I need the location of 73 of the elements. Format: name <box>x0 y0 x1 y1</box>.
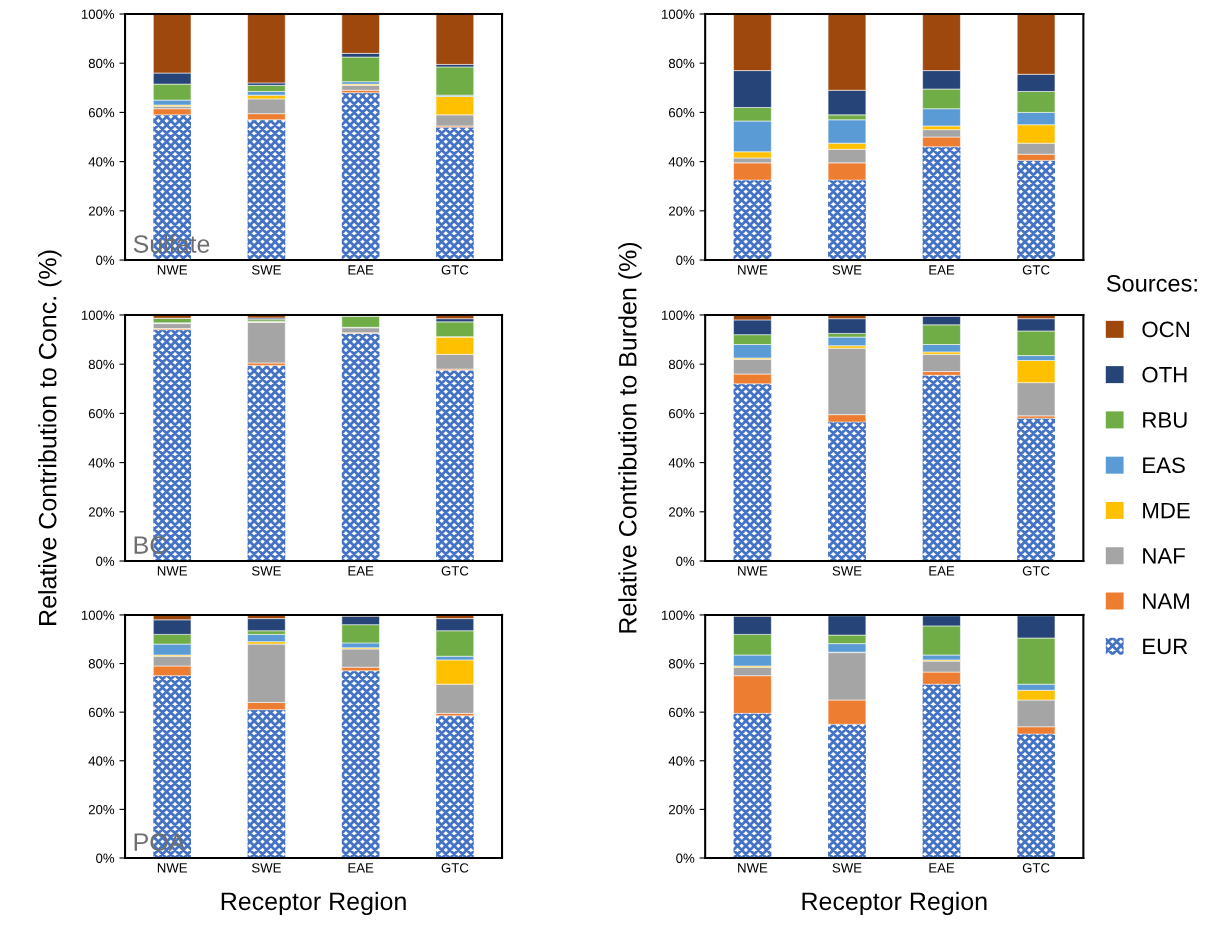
y-tick-label: 0% <box>96 255 115 265</box>
x-tick-label: EAE <box>929 863 955 873</box>
y-tick-label: 0% <box>676 255 695 265</box>
x-tick-label: EAE <box>929 265 955 275</box>
x-tick-label: GTC <box>1022 265 1050 275</box>
y-tick-label: 80% <box>88 659 115 669</box>
legend-label: EAS <box>1143 457 1185 474</box>
x-tick-label: SWE <box>832 863 862 873</box>
y-tick-label: 20% <box>669 507 695 517</box>
y-tick-label: 60% <box>669 107 695 118</box>
x-tick-label: NWE <box>738 566 768 576</box>
x-tick-label: NWE <box>157 863 187 873</box>
x-axis-title: Receptor Region <box>221 891 406 916</box>
x-tick-label: NWE <box>157 566 187 576</box>
y-axis-title: Relative Contribution to Conc. (%) <box>38 250 62 625</box>
x-tick-label: EAE <box>929 566 955 576</box>
x-tick-label: SWE <box>251 566 281 576</box>
y-tick-label: 20% <box>88 206 115 216</box>
y-tick-label: 0% <box>96 853 115 863</box>
y-tick-label: 40% <box>668 756 695 766</box>
x-tick-label: NWE <box>738 265 768 275</box>
y-tick-label: 60% <box>88 707 115 718</box>
x-tick-label: GTC <box>1022 863 1050 873</box>
legend-label: RBU <box>1143 412 1187 428</box>
legend-label: NAF <box>1143 548 1185 564</box>
y-tick-label: 40% <box>668 157 695 167</box>
legend-label: OCN <box>1142 321 1189 338</box>
legend-label: MDE <box>1143 502 1190 519</box>
x-axis-title: Receptor Region <box>802 891 987 916</box>
y-axis-title: Relative Contribution to Burden (%) <box>618 242 642 633</box>
y-tick-label: 80% <box>88 58 115 69</box>
x-tick-label: SWE <box>251 265 281 275</box>
x-tick-label: SWE <box>251 863 281 873</box>
y-tick-label: 40% <box>88 756 115 766</box>
x-tick-label: SWE <box>832 566 862 576</box>
y-tick-label: 100% <box>662 310 695 320</box>
x-tick-label: EAE <box>348 265 374 275</box>
y-tick-label: 40% <box>88 157 115 167</box>
y-tick-label: 60% <box>88 408 115 419</box>
y-tick-label: 100% <box>81 610 115 620</box>
y-tick-label: 100% <box>662 610 695 620</box>
y-tick-label: 60% <box>669 408 695 419</box>
y-tick-label: 20% <box>88 507 115 517</box>
x-tick-label: GTC <box>441 265 469 275</box>
legend-title: Sources: <box>1106 275 1197 292</box>
y-tick-label: 40% <box>668 458 695 468</box>
x-tick-label: GTC <box>1022 566 1050 576</box>
x-tick-label: NWE <box>738 863 768 873</box>
y-tick-label: 80% <box>668 659 695 669</box>
legend-label: EUR <box>1143 638 1188 655</box>
x-tick-label: SWE <box>832 265 862 275</box>
y-tick-label: 40% <box>88 458 115 468</box>
legend-label: OTH <box>1142 366 1187 383</box>
y-tick-label: 60% <box>669 707 695 718</box>
x-tick-label: GTC <box>441 863 469 873</box>
y-tick-label: 60% <box>88 107 115 118</box>
x-tick-label: EAE <box>348 863 374 873</box>
y-tick-label: 20% <box>669 206 695 216</box>
y-tick-label: 0% <box>676 556 695 566</box>
x-tick-label: EAE <box>348 566 374 576</box>
y-tick-label: 80% <box>668 359 695 370</box>
y-tick-label: 20% <box>669 804 695 815</box>
y-tick-label: 80% <box>668 58 695 69</box>
y-tick-label: 100% <box>662 9 695 19</box>
x-tick-label: GTC <box>441 566 469 576</box>
y-tick-label: 100% <box>81 9 115 19</box>
y-tick-label: 20% <box>88 804 115 815</box>
y-tick-label: 100% <box>81 310 115 320</box>
y-tick-label: 0% <box>96 556 115 566</box>
y-tick-label: 80% <box>88 359 115 370</box>
y-tick-label: 0% <box>676 853 695 863</box>
x-tick-label: NWE <box>157 265 187 275</box>
legend-label: NAM <box>1143 593 1189 609</box>
